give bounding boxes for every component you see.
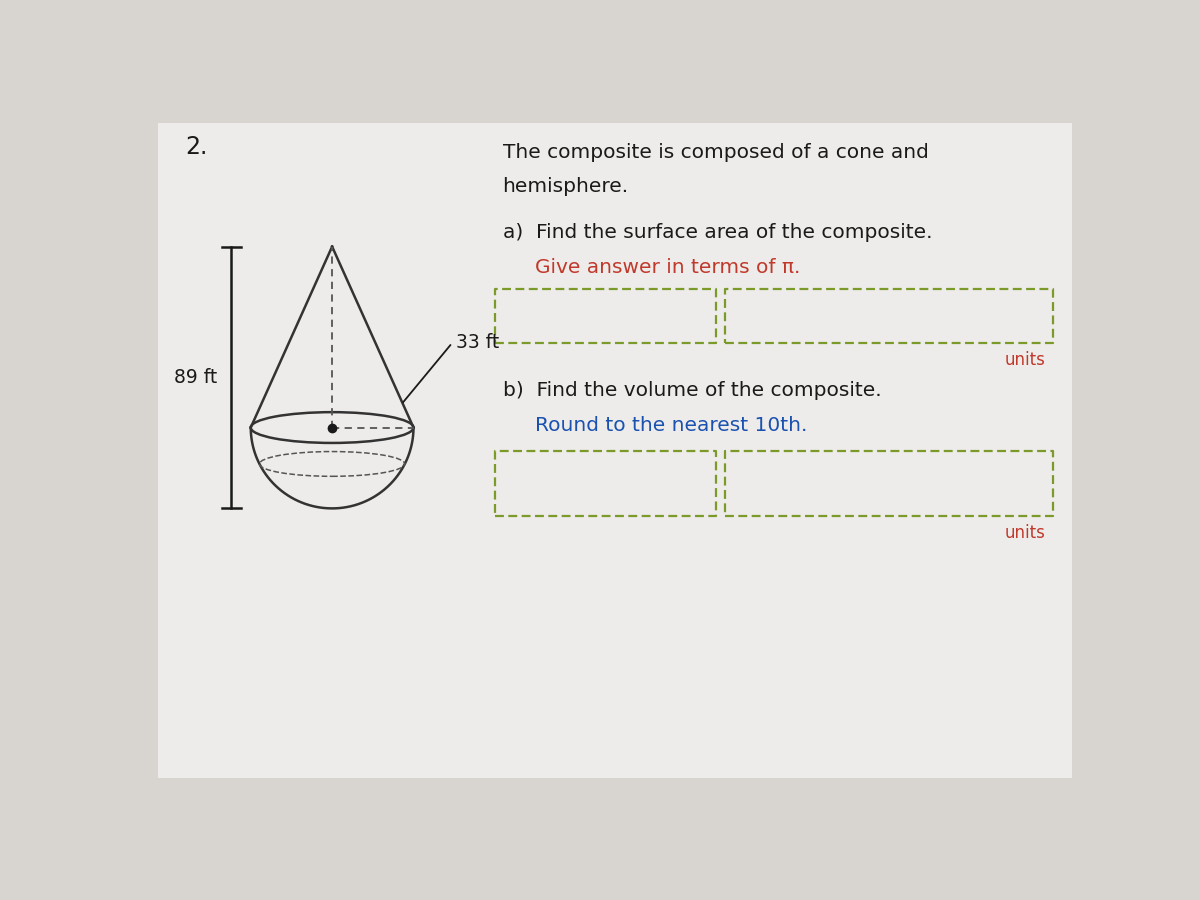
Text: Round to the nearest 10th.: Round to the nearest 10th. <box>535 416 808 435</box>
Text: hemisphere.: hemisphere. <box>503 177 629 196</box>
Text: Give answer in terms of π.: Give answer in terms of π. <box>535 258 800 277</box>
Text: b)  Find the volume of the composite.: b) Find the volume of the composite. <box>503 382 881 400</box>
Text: The composite is composed of a cone and: The composite is composed of a cone and <box>503 142 929 162</box>
Text: units: units <box>1004 350 1045 369</box>
Text: units: units <box>1004 524 1045 542</box>
FancyBboxPatch shape <box>157 123 1073 778</box>
Text: 33 ft: 33 ft <box>456 333 499 353</box>
Text: 2.: 2. <box>185 135 208 159</box>
Text: a)  Find the surface area of the composite.: a) Find the surface area of the composit… <box>503 223 932 242</box>
Text: 89 ft: 89 ft <box>174 368 217 387</box>
